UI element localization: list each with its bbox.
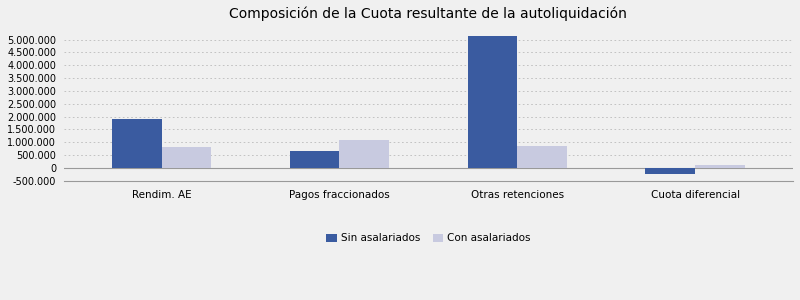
Bar — [112, 119, 162, 168]
Bar — [162, 148, 211, 168]
Bar — [518, 146, 567, 168]
Title: Composición de la Cuota resultante de la autoliquidación: Composición de la Cuota resultante de la… — [230, 7, 627, 21]
Bar — [467, 36, 518, 168]
Bar — [339, 140, 390, 168]
Bar — [290, 151, 339, 168]
Bar — [695, 165, 745, 168]
Bar — [646, 168, 695, 174]
Legend: Sin asalariados, Con asalariados: Sin asalariados, Con asalariados — [322, 229, 535, 248]
